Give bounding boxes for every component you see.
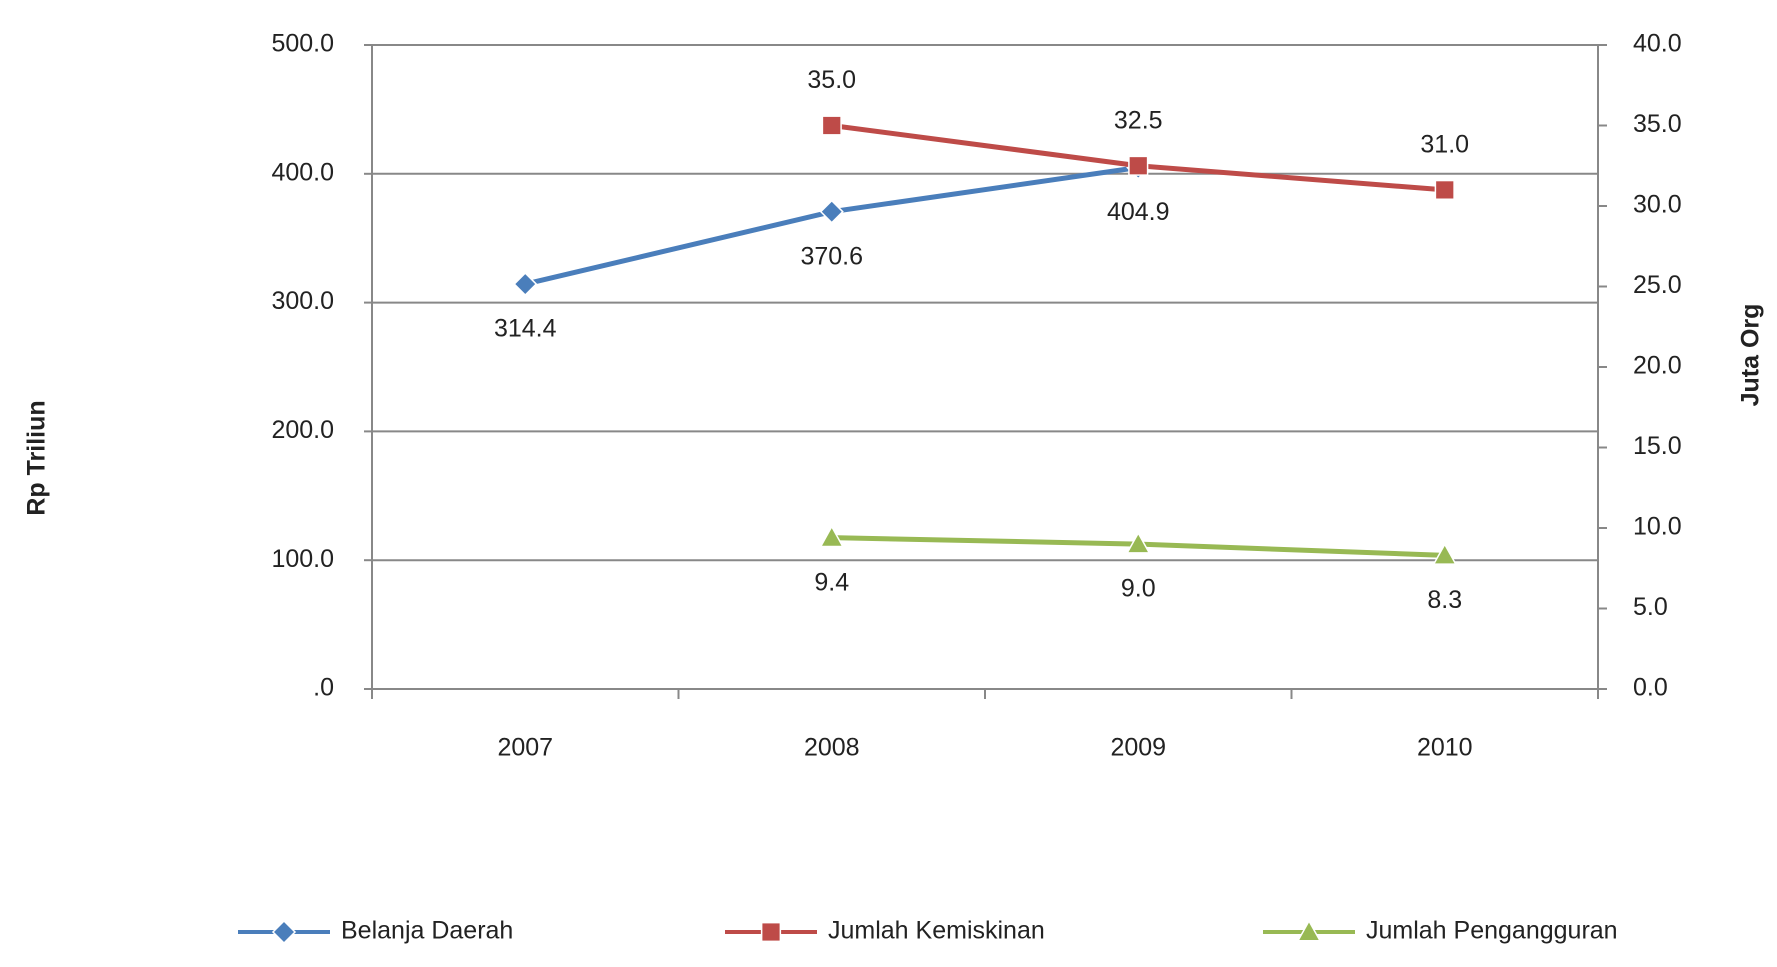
y2-tick-label: 15.0 [1633, 432, 1682, 460]
marker [271, 919, 297, 945]
x-tick-label: 2010 [1417, 734, 1473, 762]
x-tick-label: 2007 [497, 734, 553, 762]
marker [513, 271, 538, 297]
y-axis-title: Rp Triliun [23, 400, 51, 515]
y-tick-label: 500.0 [271, 30, 334, 58]
legend-label: Jumlah Kemiskinan [828, 917, 1045, 945]
y2-tick-label: 10.0 [1633, 513, 1682, 541]
marker [1434, 179, 1455, 201]
data-label: 314.4 [494, 315, 557, 343]
y-tick-label: 400.0 [271, 158, 334, 186]
marker [1432, 542, 1458, 565]
data-label: 8.3 [1427, 586, 1462, 614]
data-label: 31.0 [1420, 131, 1469, 159]
legend-label: Belanja Daerah [341, 917, 513, 945]
data-label: 9.4 [814, 568, 849, 596]
y-tick-label: 300.0 [271, 287, 334, 315]
x-tick-label: 2009 [1110, 734, 1166, 762]
y2-tick-label: 20.0 [1633, 352, 1682, 380]
y-tick-label: 100.0 [271, 545, 334, 573]
y-tick-label: .0 [313, 674, 334, 702]
marker [819, 199, 844, 224]
x-tick-label: 2008 [804, 734, 860, 762]
marker [1128, 155, 1149, 176]
marker [821, 115, 842, 136]
y2-tick-label: 30.0 [1633, 191, 1682, 219]
marker [760, 921, 782, 943]
data-label: 35.0 [807, 66, 856, 94]
data-label: 32.5 [1114, 106, 1163, 134]
data-label: 404.9 [1107, 198, 1170, 226]
y2-tick-label: 35.0 [1633, 110, 1682, 138]
y2-tick-label: 25.0 [1633, 271, 1682, 299]
data-label: 9.0 [1121, 575, 1156, 603]
y2-axis-title: Juta Org [1737, 304, 1765, 407]
data-label: 370.6 [800, 242, 863, 270]
marker [819, 525, 845, 548]
marker [1125, 531, 1151, 554]
y2-tick-label: 40.0 [1633, 30, 1682, 58]
marker [1296, 919, 1322, 942]
y-tick-label: 200.0 [271, 416, 334, 444]
y2-tick-label: 5.0 [1633, 593, 1668, 621]
y2-tick-label: 0.0 [1633, 674, 1668, 702]
legend-label: Jumlah Pengangguran [1366, 917, 1618, 945]
